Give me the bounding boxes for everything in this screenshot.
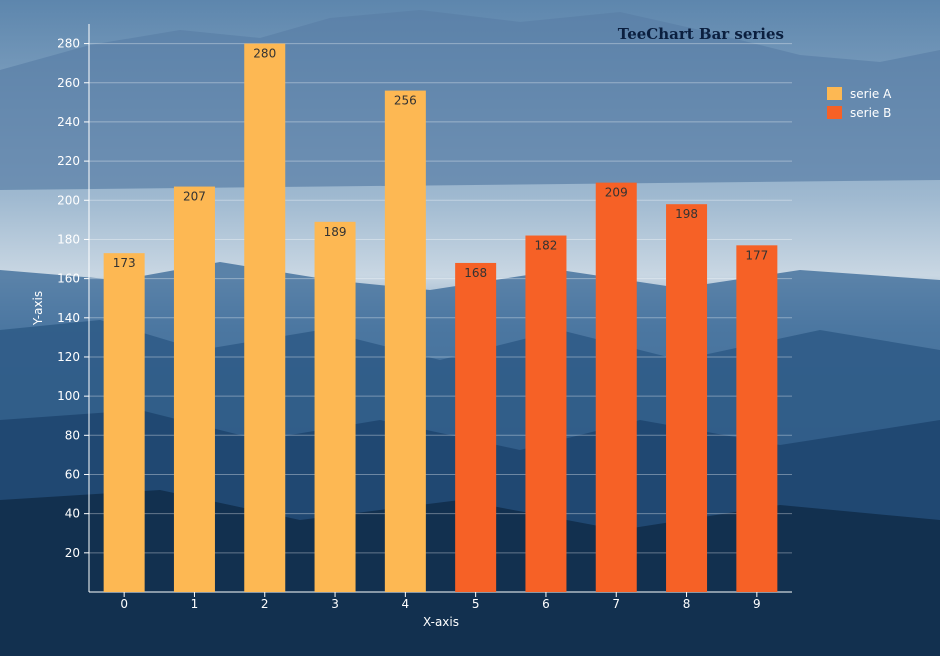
bars [103, 43, 778, 593]
bar-9[interactable] [736, 245, 778, 592]
data-label-4: 256 [394, 94, 417, 108]
bar-0[interactable] [103, 253, 145, 592]
data-label-3: 189 [324, 225, 347, 239]
legend-label-2: serie B [850, 106, 891, 120]
y-tick-label-180: 180 [57, 232, 80, 246]
y-tick-label-100: 100 [57, 389, 80, 403]
y-tick-label-80: 80 [65, 428, 80, 442]
bar-5[interactable] [455, 262, 497, 592]
y-tick-label-120: 120 [57, 350, 80, 364]
x-tick-label-0: 0 [120, 597, 128, 611]
data-label-7: 209 [605, 186, 628, 200]
x-tick-label-5: 5 [472, 597, 480, 611]
x-tick-label-1: 1 [191, 597, 199, 611]
bar-3[interactable] [314, 221, 356, 593]
bar-6[interactable] [525, 235, 567, 592]
data-label-8: 198 [675, 207, 698, 221]
legend-label-1: serie A [850, 87, 892, 101]
x-tick-label-8: 8 [683, 597, 691, 611]
y-axis-title: Y-axis [31, 291, 45, 326]
x-tick-label-2: 2 [261, 597, 269, 611]
bar-4[interactable] [384, 90, 426, 592]
x-tick-label-9: 9 [753, 597, 761, 611]
y-tick-label-260: 260 [57, 76, 80, 90]
data-label-6: 182 [534, 239, 557, 253]
y-tick-label-60: 60 [65, 467, 80, 481]
x-axis-title: X-axis [423, 615, 459, 629]
x-tick-label-4: 4 [402, 597, 410, 611]
bar-7[interactable] [595, 182, 637, 593]
chart-title: TeeChart Bar series [618, 25, 784, 43]
data-label-9: 177 [745, 248, 768, 262]
legend: serie A serie B [827, 87, 892, 120]
y-tick-label-200: 200 [57, 193, 80, 207]
data-label-5: 168 [464, 266, 487, 280]
y-tick-label-280: 280 [57, 37, 80, 51]
data-labels: 173 207 280 189 256 168 182 209 198 177 [113, 47, 769, 280]
legend-swatch-2 [827, 106, 842, 119]
y-tick-label-160: 160 [57, 272, 80, 286]
legend-swatch-1 [827, 87, 842, 100]
x-tick-label-7: 7 [612, 597, 620, 611]
data-label-2: 280 [253, 47, 276, 61]
y-tick-label-140: 140 [57, 311, 80, 325]
y-tick-label-220: 220 [57, 154, 80, 168]
y-tick-label-240: 240 [57, 115, 80, 129]
y-tick-label-40: 40 [65, 507, 80, 521]
x-tick-label-3: 3 [331, 597, 339, 611]
bar-1[interactable] [173, 186, 215, 592]
x-tick-label-6: 6 [542, 597, 550, 611]
bar-8[interactable] [666, 204, 708, 592]
y-tick-label-20: 20 [65, 546, 80, 560]
data-label-1: 207 [183, 190, 206, 204]
bar-2[interactable] [244, 43, 286, 593]
data-label-0: 173 [113, 256, 136, 270]
